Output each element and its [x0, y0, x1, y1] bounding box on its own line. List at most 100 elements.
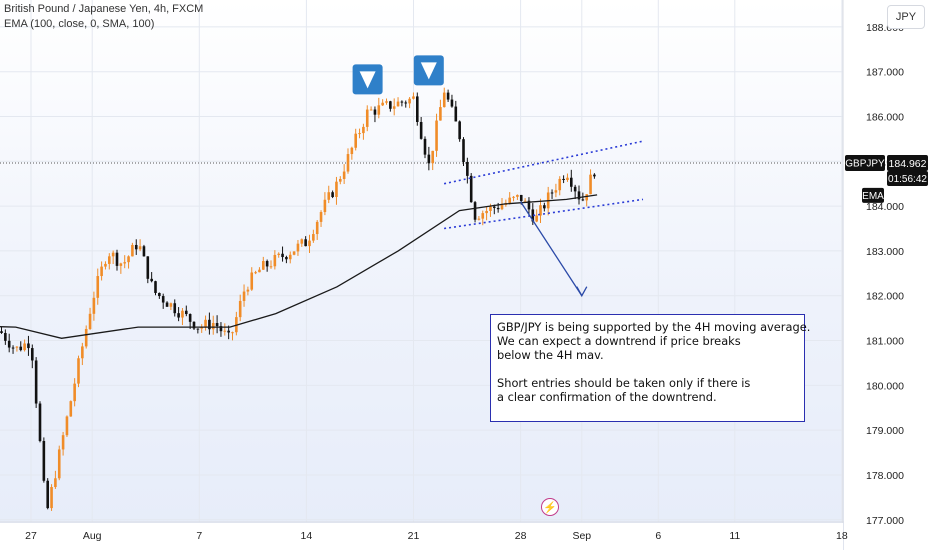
candle-body [215, 323, 219, 327]
candle-body [473, 202, 477, 220]
time-tick-label: Sep [572, 530, 591, 542]
candle-body [350, 147, 354, 155]
ema-legend[interactable]: EMA (100, close, 0, SMA, 100) [4, 18, 155, 30]
candle-body [543, 205, 546, 209]
channel [443, 140, 644, 230]
time-tick-label: Aug [83, 530, 102, 542]
candle-body [462, 139, 465, 162]
candle-body [323, 199, 327, 213]
time-tick-label: 27 [25, 530, 37, 542]
candle-body [27, 343, 30, 349]
candle-body [84, 328, 88, 347]
candle-body [581, 199, 585, 201]
candle-body [446, 92, 450, 100]
candle-body [169, 303, 173, 307]
candle-body [573, 186, 577, 192]
candle-body [100, 266, 103, 277]
candle-body [327, 192, 331, 200]
candle-body [365, 109, 369, 127]
time-tick-label: 11 [729, 530, 740, 542]
candle-body [562, 178, 565, 181]
candle-body [369, 109, 373, 111]
candle-body [373, 109, 377, 115]
candle-body [211, 323, 215, 330]
candle-body [385, 101, 388, 103]
candle-body [108, 256, 111, 264]
candle-body [250, 272, 254, 290]
candle-body [181, 310, 184, 318]
candle-body [335, 181, 338, 198]
candle-body [362, 126, 365, 134]
candle-body [269, 266, 273, 268]
candle-body [54, 478, 57, 488]
price-tick-label: 186.000 [866, 111, 904, 123]
price-tick-label: 178.000 [866, 470, 904, 482]
price-tick-label: 182.000 [866, 291, 904, 303]
candle-body [138, 246, 142, 250]
candle-body [277, 253, 280, 255]
candle-body [570, 177, 573, 187]
candle-body [231, 332, 234, 334]
candle-body [219, 326, 223, 332]
candle-body [134, 244, 138, 250]
ema-path [0, 194, 598, 339]
ema-price-label: EMA [862, 191, 884, 202]
symbol-price-label: GBPJPY [845, 159, 885, 170]
candle-body [381, 102, 384, 106]
candle-body [442, 92, 446, 108]
time-tick-label: 28 [515, 530, 527, 542]
candle-body [34, 360, 38, 404]
candle-body [104, 263, 107, 267]
candle-body [0, 331, 3, 333]
time-tick-label: 7 [196, 530, 202, 542]
candle-body [57, 449, 61, 479]
channel-line [443, 140, 644, 185]
candle-body [477, 218, 481, 220]
candle-body [88, 313, 92, 329]
candle-body [439, 107, 442, 121]
candle-body [81, 346, 84, 359]
channel-line [443, 198, 644, 230]
price-tick-label: 180.000 [866, 380, 904, 392]
candle-body [423, 138, 427, 155]
candle-body [254, 272, 257, 274]
candle-body [435, 120, 438, 151]
candle-body [554, 190, 558, 193]
candle-body [535, 215, 538, 222]
candle-body [238, 300, 242, 318]
annotation-box[interactable]: GBP/JPY is being supported by the 4H mov… [490, 314, 810, 422]
candle-body [431, 150, 434, 164]
candle-body [558, 178, 562, 191]
candle-body [416, 96, 419, 122]
candle-body [165, 302, 169, 307]
candle-body [42, 441, 46, 481]
candle-body [7, 340, 11, 348]
price-tick-label: 187.000 [866, 67, 904, 79]
annotation-arrow [520, 201, 588, 298]
candle-body [466, 161, 469, 176]
symbol-title[interactable]: British Pound / Japanese Yen, 4h, FXCM [4, 3, 204, 15]
symbol-price-label-bg [845, 155, 885, 172]
candle-body [489, 206, 492, 211]
candle-body [146, 256, 150, 279]
candle-body [127, 256, 130, 263]
candle-body [15, 346, 19, 348]
candle-body [396, 101, 400, 107]
candle-body [242, 291, 246, 301]
candle-body [73, 383, 76, 402]
currency-button[interactable]: JPY [887, 5, 925, 29]
lightning-icon[interactable]: ⚡ [541, 498, 559, 516]
candle-body [304, 239, 307, 247]
candle-body [150, 278, 153, 282]
last-price-label: 184.962 [889, 158, 927, 170]
candle-body [469, 175, 473, 203]
candle-body [408, 98, 411, 104]
countdown-label: 01:56:42 [888, 174, 927, 185]
candle-body [531, 209, 535, 222]
down-triangle-icon [420, 62, 437, 80]
arrow-line [520, 201, 583, 297]
candle-body [458, 121, 461, 140]
ema-line [0, 194, 598, 339]
